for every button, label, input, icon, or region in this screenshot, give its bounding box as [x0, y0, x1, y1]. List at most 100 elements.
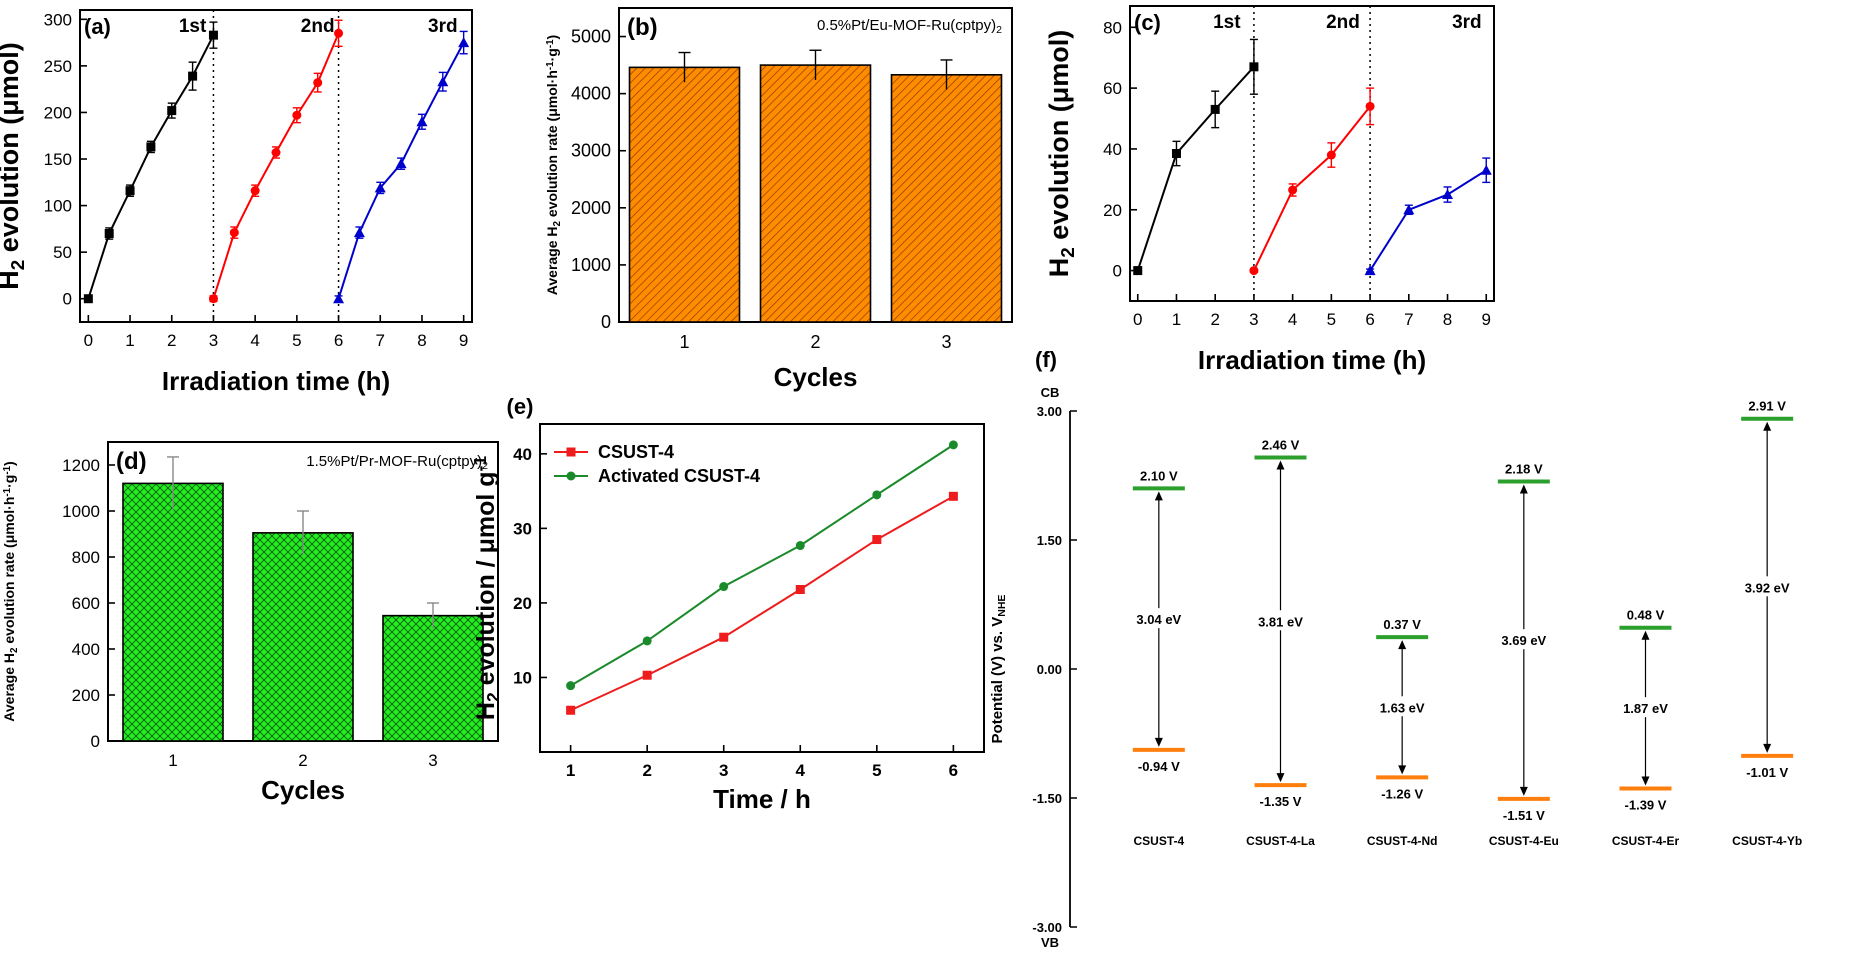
label-part: 2	[9, 647, 20, 653]
data-point	[374, 182, 386, 193]
x-tick-label: 2	[167, 331, 176, 350]
data-point	[292, 110, 302, 120]
y-tick-label: 250	[44, 57, 72, 76]
y-tick-label: 300	[44, 10, 72, 29]
label-part: NHE	[996, 595, 1008, 617]
y-tick-label: 5000	[571, 27, 611, 47]
data-point	[437, 76, 449, 87]
y-tick-label: 1200	[62, 456, 100, 475]
bar	[252, 532, 354, 742]
panel-label: (f)	[1035, 347, 1057, 372]
data-point	[1133, 266, 1143, 276]
arrow-head	[1276, 460, 1285, 470]
label-part: 0.5%Pt/Eu-MOF-Ru(cptpy)	[817, 17, 996, 34]
panel-label: (b)	[627, 14, 658, 41]
x-tick-label: 1	[566, 761, 575, 780]
data-point	[566, 447, 576, 457]
data-point	[566, 705, 576, 715]
data-point	[1249, 62, 1259, 72]
x-tick-label: 0	[1133, 310, 1142, 329]
data-point	[188, 71, 198, 81]
x-tick-label: 9	[459, 331, 468, 350]
plot-frame	[539, 423, 985, 753]
label-part: Potential (V)	[989, 652, 1006, 744]
data-point	[1480, 164, 1492, 175]
data-point	[1365, 101, 1375, 111]
label-part: -1	[2, 465, 13, 474]
gap-label-bg	[1619, 697, 1672, 718]
data-point	[104, 229, 114, 239]
data-point	[642, 670, 652, 680]
data-point	[948, 491, 958, 501]
y-tick-label: 3000	[571, 141, 611, 161]
data-point	[719, 632, 729, 642]
panel-f: 3.00 1.50 0.00 -1.50 -3.00 CB VB (f) Potential (…	[989, 347, 1802, 950]
label-part: Average H	[1, 653, 17, 722]
label-part: -1	[2, 487, 13, 496]
gap-label: 3.69 eV	[1501, 633, 1546, 648]
panel-label: (a)	[84, 14, 111, 39]
x-tick-label: 5	[872, 761, 881, 780]
label-part: -1	[545, 39, 556, 48]
y-axis-label: Potential (V) vs. VNHE	[989, 595, 1008, 744]
y-tick-label: 10	[513, 668, 532, 687]
gap-label: 1.63 eV	[1380, 700, 1425, 715]
series-line	[1136, 66, 1255, 271]
material-label: CSUST-4-La	[1246, 834, 1315, 848]
label-part: 2	[996, 24, 1002, 36]
y-tick-label: 1000	[62, 502, 100, 521]
label-part: evolution (μmol)	[0, 42, 24, 260]
legend-label: CSUST-4	[598, 442, 674, 462]
x-tick-label: 2	[1210, 310, 1219, 329]
label-part: -1	[545, 61, 556, 70]
gap-label: 1.87 eV	[1623, 701, 1668, 716]
x-tick-label: 3	[428, 751, 437, 770]
bar	[628, 66, 741, 323]
arrow-head	[1519, 484, 1528, 494]
label-part: ·g	[544, 48, 560, 61]
gap-label: 3.92 eV	[1745, 580, 1790, 595]
y-tick-label: 4000	[571, 84, 611, 104]
arrow-head	[1398, 640, 1407, 650]
cycle-label: 1st	[1213, 12, 1241, 33]
label-part: 2	[1058, 247, 1079, 258]
data-point	[271, 147, 281, 157]
label-part: 2	[8, 260, 29, 271]
gap-label-bg	[1376, 696, 1429, 717]
y-axis-label: Average H2 evolution rate (μmol·h-1·g-1)	[1, 461, 20, 721]
label-part: H	[0, 270, 24, 290]
lower-level-label: -1.35 V	[1260, 794, 1302, 809]
plot-frame	[1129, 5, 1495, 302]
lower-level-label: -1.39 V	[1625, 798, 1667, 813]
gap-label-bg	[1741, 576, 1794, 597]
data-point	[313, 78, 323, 88]
y-tick-label: 600	[72, 594, 100, 613]
data-point	[146, 142, 156, 152]
y-tick-label: 1000	[571, 255, 611, 275]
label-part: -1	[470, 456, 490, 472]
data-point	[458, 37, 470, 48]
arrow-head	[1398, 765, 1407, 775]
y-tick-label: 40	[513, 445, 532, 464]
data-point	[642, 636, 652, 646]
label-part: H	[1044, 258, 1074, 278]
arrow-head	[1763, 743, 1772, 753]
data-point	[795, 584, 805, 594]
lower-level-label: -1.26 V	[1381, 786, 1423, 801]
y-tick-label: 0.00	[1037, 662, 1062, 677]
material-label: CSUST-4	[1133, 834, 1184, 848]
arrow-head	[1519, 786, 1528, 796]
data-point	[395, 158, 407, 169]
data-point	[167, 106, 177, 116]
data-point	[566, 471, 576, 481]
x-tick-label: 3	[1249, 310, 1258, 329]
upper-level-label: 0.37 V	[1383, 617, 1421, 632]
panel-annotation: 1.5%Pt/Pr-MOF-Ru(cptpy)2	[306, 453, 488, 472]
arrow-head	[1154, 737, 1163, 747]
series-line	[570, 444, 954, 687]
data-point	[1171, 149, 1181, 158]
label-part: 1.5%Pt/Pr-MOF-Ru(cptpy)	[306, 453, 482, 470]
panel-label: (d)	[116, 448, 147, 475]
x-tick-label: 7	[1404, 310, 1413, 329]
cycle-label: 3rd	[428, 16, 458, 37]
